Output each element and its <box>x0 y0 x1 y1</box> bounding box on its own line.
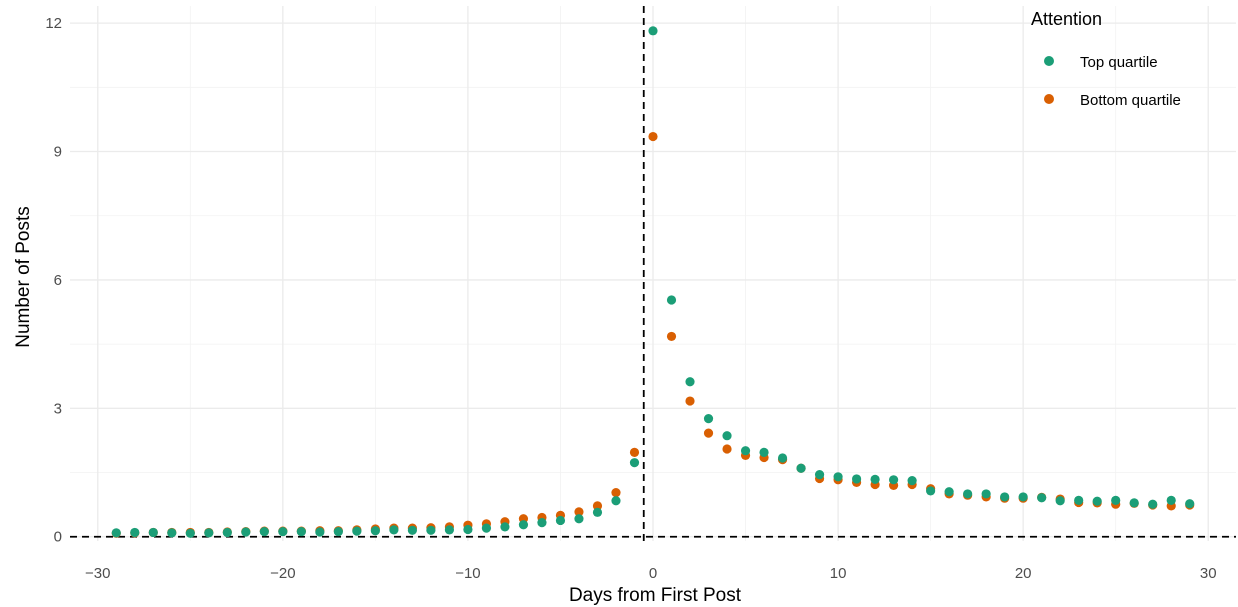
point-top-quartile <box>592 507 603 517</box>
point-bottom-quartile <box>592 501 603 511</box>
point-top-quartile <box>1111 495 1121 505</box>
x-tick-label: −30 <box>85 565 110 582</box>
point-top-quartile <box>204 528 214 538</box>
point-top-quartile <box>796 463 806 473</box>
legend: Attention Top quartile Bottom quartile <box>1031 9 1181 109</box>
x-tick-label: 30 <box>1200 565 1217 582</box>
point-top-quartile <box>148 527 158 538</box>
point-top-quartile <box>1074 495 1084 505</box>
point-bottom-quartile <box>666 331 677 342</box>
point-top-quartile <box>1129 498 1139 508</box>
point-bottom-quartile <box>685 396 695 406</box>
point-top-quartile <box>870 474 880 484</box>
point-bottom-quartile <box>648 131 658 142</box>
legend-key-bottom-quartile <box>1044 94 1054 104</box>
point-top-quartile <box>926 486 936 496</box>
y-tick-label: 6 <box>54 272 62 289</box>
point-top-quartile <box>130 527 140 538</box>
point-top-quartile <box>648 26 658 36</box>
point-top-quartile <box>889 475 899 485</box>
legend-key-top-quartile <box>1044 56 1054 66</box>
x-axis-title: Days from First Post <box>569 585 742 606</box>
point-top-quartile <box>907 476 917 486</box>
point-top-quartile <box>1166 495 1176 505</box>
point-top-quartile <box>518 520 529 530</box>
x-tick-label: 0 <box>649 565 657 582</box>
point-top-quartile <box>1000 492 1010 502</box>
point-top-quartile <box>222 527 232 538</box>
point-bottom-quartile <box>722 444 732 454</box>
legend-label-top-quartile: Top quartile <box>1080 54 1158 71</box>
point-top-quartile <box>167 528 177 538</box>
point-top-quartile <box>537 517 547 528</box>
point-top-quartile <box>611 496 621 506</box>
point-top-quartile <box>574 514 584 524</box>
point-top-quartile <box>426 525 436 535</box>
point-top-quartile <box>629 458 640 468</box>
point-bottom-quartile <box>574 507 584 517</box>
point-top-quartile <box>481 523 492 533</box>
point-top-quartile <box>1018 492 1028 502</box>
data-points <box>111 26 1195 538</box>
point-top-quartile <box>500 522 510 532</box>
point-top-quartile <box>666 295 677 305</box>
point-top-quartile <box>814 470 825 480</box>
point-top-quartile <box>259 526 269 537</box>
x-axis-tick-labels: −30 −20 −10 0 10 20 30 <box>85 565 1217 582</box>
y-tick-label: 0 <box>54 529 62 546</box>
point-top-quartile <box>241 527 251 537</box>
point-top-quartile <box>1092 496 1102 506</box>
legend-title: Attention <box>1031 9 1102 29</box>
x-tick-label: 20 <box>1015 565 1032 582</box>
point-top-quartile <box>759 447 769 458</box>
point-top-quartile <box>703 413 714 424</box>
point-top-quartile <box>555 515 566 526</box>
y-tick-label: 9 <box>54 144 62 161</box>
point-top-quartile <box>722 431 732 441</box>
x-tick-label: −20 <box>270 565 295 582</box>
point-top-quartile <box>352 526 362 536</box>
point-top-quartile <box>444 525 455 535</box>
major-gridlines <box>70 6 1236 541</box>
point-top-quartile <box>963 489 973 499</box>
y-tick-label: 12 <box>45 15 62 32</box>
point-top-quartile <box>1185 499 1195 509</box>
y-axis-tick-labels: 0 3 6 9 12 <box>45 15 62 546</box>
point-bottom-quartile <box>703 428 714 438</box>
point-top-quartile <box>185 528 195 538</box>
y-axis-title: Number of Posts <box>13 206 34 348</box>
x-tick-label: −10 <box>455 565 480 582</box>
reference-lines <box>70 6 1236 541</box>
point-top-quartile <box>1037 493 1047 503</box>
point-top-quartile <box>315 527 325 537</box>
point-top-quartile <box>851 474 862 484</box>
point-top-quartile <box>777 453 788 463</box>
point-top-quartile <box>370 526 380 536</box>
point-top-quartile <box>389 525 399 535</box>
point-top-quartile <box>833 472 843 482</box>
point-bottom-quartile <box>629 447 640 458</box>
point-top-quartile <box>296 526 306 537</box>
legend-label-bottom-quartile: Bottom quartile <box>1080 92 1181 109</box>
point-top-quartile <box>407 525 417 535</box>
point-top-quartile <box>1055 496 1065 506</box>
point-top-quartile <box>278 526 288 537</box>
point-top-quartile <box>463 524 473 535</box>
point-top-quartile <box>333 526 343 537</box>
point-top-quartile <box>740 446 751 456</box>
point-top-quartile <box>111 528 121 538</box>
point-bottom-quartile <box>611 488 621 498</box>
point-top-quartile <box>685 377 695 387</box>
x-tick-label: 10 <box>830 565 847 582</box>
y-tick-label: 3 <box>54 400 62 417</box>
point-top-quartile <box>944 487 954 497</box>
point-top-quartile <box>981 489 991 499</box>
point-top-quartile <box>1148 499 1158 509</box>
